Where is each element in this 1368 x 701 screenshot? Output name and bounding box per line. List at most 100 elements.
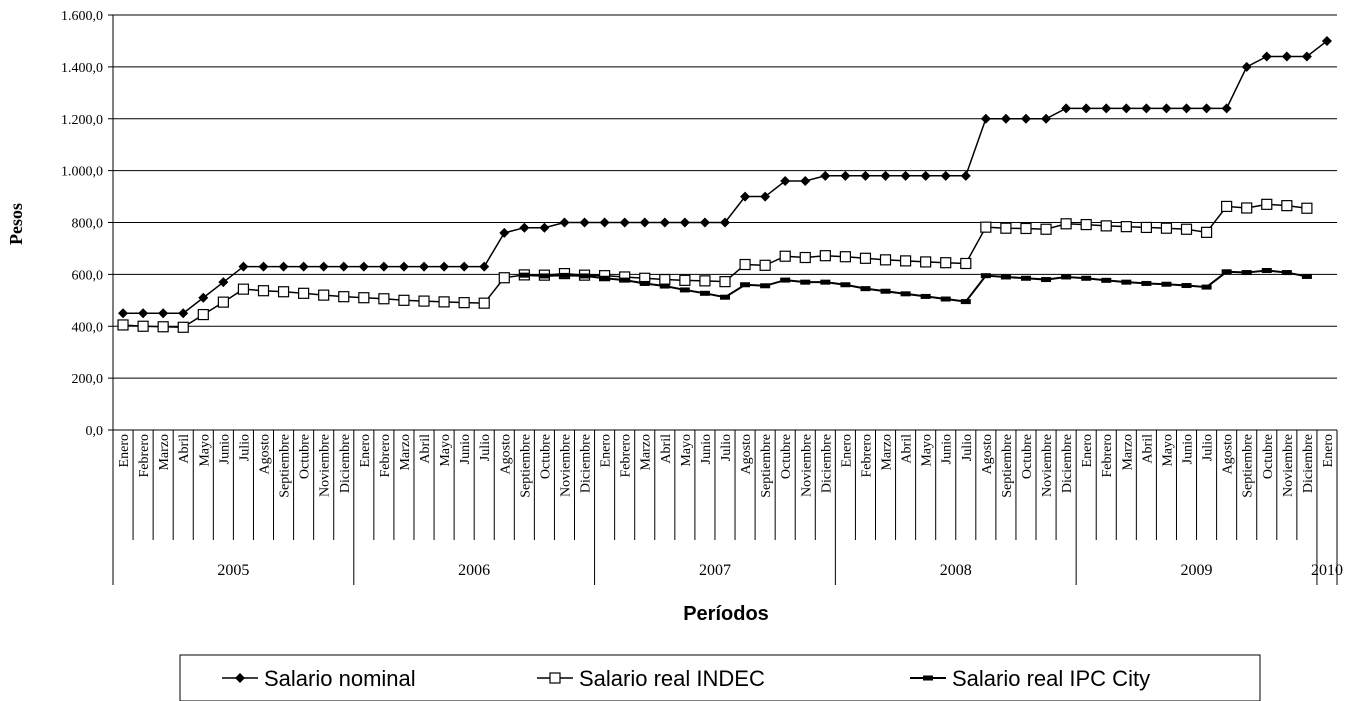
- data-point: [980, 273, 991, 279]
- data-point: [559, 217, 570, 228]
- month-label: Enero: [1321, 434, 1336, 467]
- month-label: Junio: [217, 434, 232, 464]
- month-label: Marzo: [880, 434, 895, 471]
- month-label: Enero: [358, 434, 373, 467]
- month-label: Septiembre: [278, 434, 293, 498]
- month-label: Junio: [940, 434, 955, 464]
- y-axis-title: Pesos: [6, 203, 26, 245]
- data-point: [940, 257, 952, 269]
- month-label: Junio: [1181, 434, 1196, 464]
- data-point: [197, 308, 209, 321]
- data-point: [1040, 223, 1052, 235]
- data-point: [438, 296, 450, 308]
- y-tick-label: 1.600,0: [61, 9, 103, 24]
- month-label: Diciembre: [579, 434, 594, 493]
- data-point: [398, 294, 410, 306]
- month-label: Febrero: [859, 434, 874, 478]
- data-point: [238, 261, 249, 272]
- data-point: [237, 283, 250, 295]
- data-point: [459, 261, 470, 272]
- legend: Salario nominal Salario real INDEC Salario…: [179, 654, 1261, 701]
- data-point: [679, 287, 690, 293]
- data-point: [1161, 103, 1172, 114]
- series-1: [118, 35, 1332, 319]
- data-point: [679, 217, 690, 228]
- data-point: [1201, 284, 1212, 290]
- legend-marker: [549, 672, 561, 684]
- data-point: [1200, 226, 1213, 238]
- data-point: [1221, 200, 1233, 213]
- month-label: Febrero: [378, 434, 393, 478]
- data-point: [1221, 269, 1232, 275]
- data-point: [880, 170, 891, 181]
- data-point: [759, 259, 771, 271]
- month-label: Abril: [900, 434, 915, 464]
- data-point: [338, 291, 350, 303]
- data-point: [177, 321, 189, 333]
- month-label: Septiembre: [1241, 434, 1256, 498]
- month-label: Abril: [659, 434, 674, 464]
- data-point: [980, 113, 991, 124]
- month-label: Octubre: [1261, 434, 1276, 479]
- month-label: Octubre: [1020, 434, 1035, 479]
- month-label: Julio: [237, 434, 252, 461]
- month-label: Abril: [1140, 434, 1155, 464]
- data-point: [739, 258, 751, 271]
- data-point: [860, 286, 871, 292]
- data-point: [760, 283, 771, 289]
- data-point: [719, 276, 731, 288]
- data-point: [1281, 51, 1292, 62]
- data-point: [1180, 223, 1193, 235]
- data-point: [378, 261, 389, 272]
- data-point: [218, 277, 229, 288]
- data-point: [1241, 270, 1252, 276]
- legend-label: Salario real INDEC: [579, 666, 765, 691]
- data-point: [479, 261, 490, 272]
- data-point: [378, 293, 390, 305]
- data-point: [1241, 202, 1253, 214]
- data-point: [1141, 280, 1152, 286]
- data-point: [599, 275, 610, 281]
- month-label: Noviembre: [558, 434, 573, 497]
- data-point: [579, 273, 590, 279]
- month-label: Octubre: [298, 434, 313, 479]
- data-point: [1241, 61, 1252, 72]
- data-point: [799, 251, 811, 264]
- data-point: [699, 217, 710, 228]
- data-point: [960, 257, 972, 270]
- data-point: [599, 217, 610, 228]
- gridlines: [113, 14, 1337, 379]
- data-point: [839, 251, 851, 263]
- month-label: Julio: [719, 434, 734, 461]
- data-point: [478, 297, 490, 309]
- data-point: [398, 261, 409, 272]
- data-point: [1061, 274, 1072, 280]
- series-line: [123, 40, 1328, 315]
- data-point: [137, 320, 149, 332]
- data-point: [579, 217, 590, 228]
- data-point: [158, 308, 169, 319]
- month-label: Marzo: [398, 434, 413, 471]
- year-label: 2007: [699, 562, 731, 579]
- year-label: 2005: [217, 562, 249, 579]
- data-point: [1000, 113, 1011, 124]
- month-label: Agosto: [1221, 434, 1236, 474]
- legend-entry: Salario nominal: [222, 666, 416, 691]
- month-label: Agosto: [980, 434, 995, 474]
- data-point: [1201, 103, 1212, 114]
- data-point: [198, 292, 209, 303]
- month-label: Noviembre: [318, 434, 333, 497]
- y-tick-label: 0,0: [86, 424, 104, 439]
- data-point: [519, 272, 530, 278]
- data-point: [780, 176, 791, 186]
- month-label: Mayo: [438, 434, 453, 467]
- month-label: Marzo: [157, 434, 172, 471]
- data-point: [1181, 103, 1192, 114]
- data-point: [298, 287, 310, 299]
- axes: [112, 15, 1337, 431]
- month-label: Agosto: [498, 434, 513, 474]
- data-point: [859, 252, 872, 264]
- data-point: [519, 222, 530, 233]
- month-label: Enero: [117, 434, 132, 467]
- series-line: [524, 269, 1308, 303]
